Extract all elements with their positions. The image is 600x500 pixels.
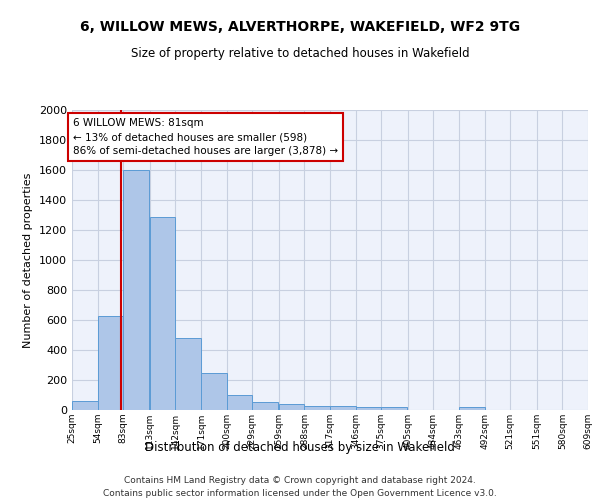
Bar <box>98 316 123 410</box>
Bar <box>252 402 278 410</box>
Text: Size of property relative to detached houses in Wakefield: Size of property relative to detached ho… <box>131 48 469 60</box>
Bar <box>227 394 252 410</box>
Bar <box>123 170 149 410</box>
Text: 6, WILLOW MEWS, ALVERTHORPE, WAKEFIELD, WF2 9TG: 6, WILLOW MEWS, ALVERTHORPE, WAKEFIELD, … <box>80 20 520 34</box>
Bar <box>330 406 356 410</box>
Text: Contains public sector information licensed under the Open Government Licence v3: Contains public sector information licen… <box>103 488 497 498</box>
Bar <box>304 406 330 410</box>
Bar <box>150 216 175 410</box>
Bar <box>175 338 201 410</box>
Bar <box>381 407 407 410</box>
Text: Contains HM Land Registry data © Crown copyright and database right 2024.: Contains HM Land Registry data © Crown c… <box>124 476 476 485</box>
Bar <box>356 408 381 410</box>
Text: Distribution of detached houses by size in Wakefield: Distribution of detached houses by size … <box>145 441 455 454</box>
Bar <box>459 407 485 410</box>
Bar <box>279 404 304 410</box>
Y-axis label: Number of detached properties: Number of detached properties <box>23 172 34 348</box>
Bar <box>201 373 227 410</box>
Text: 6 WILLOW MEWS: 81sqm
← 13% of detached houses are smaller (598)
86% of semi-deta: 6 WILLOW MEWS: 81sqm ← 13% of detached h… <box>73 118 338 156</box>
Bar <box>72 401 98 410</box>
